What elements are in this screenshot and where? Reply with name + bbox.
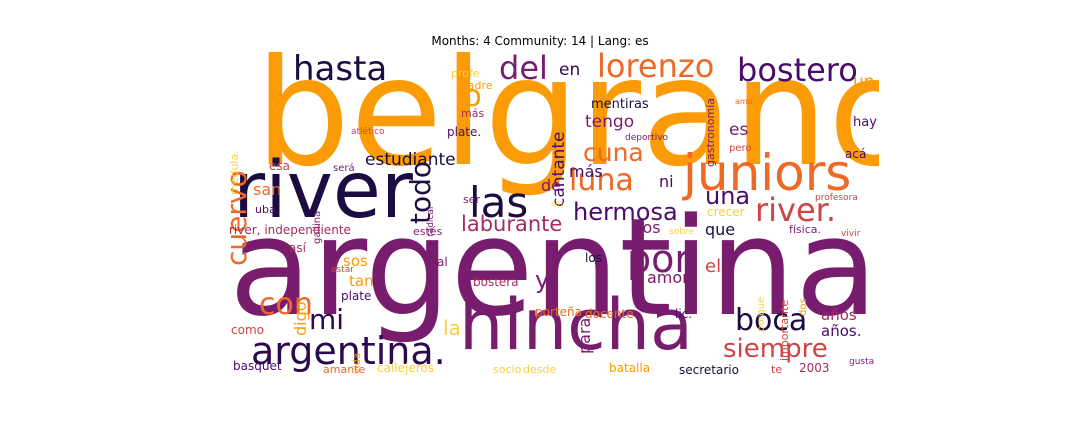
word: river, independiente (229, 223, 351, 237)
word: juniors (683, 144, 852, 202)
word: profesora (815, 193, 858, 203)
word: acá (845, 147, 867, 161)
word: argentina. (251, 329, 446, 373)
word: pero (729, 143, 752, 154)
word: sobre (669, 227, 694, 237)
word: hay (853, 115, 877, 130)
word: hermosa (573, 198, 678, 226)
word: física. (789, 223, 822, 236)
word: hasta (293, 52, 388, 89)
word: vos (633, 218, 661, 237)
word: estudiante (365, 150, 456, 170)
word: 2003 (799, 361, 830, 375)
word: desde (523, 363, 557, 376)
word: más (569, 162, 603, 181)
word: batalla (609, 361, 651, 375)
word: con (259, 287, 313, 322)
word: river (233, 146, 413, 236)
word: lo (455, 79, 482, 114)
word: bostera (473, 275, 519, 289)
word: un (853, 72, 875, 92)
word: importante (778, 299, 791, 361)
word: años. (821, 322, 862, 340)
word: estar (331, 265, 354, 275)
word: al (437, 255, 448, 269)
word: sos (343, 252, 368, 270)
word: como (231, 323, 264, 337)
word: uba. (255, 203, 280, 216)
word: river. (755, 191, 837, 229)
word: en (559, 60, 581, 80)
word: mi (309, 303, 345, 336)
word: basquet (233, 359, 282, 373)
word: plate (341, 289, 372, 303)
word: amante (323, 363, 366, 376)
word: es (729, 120, 749, 140)
word: digo (291, 301, 310, 336)
word: san (253, 180, 282, 199)
word: médula. (229, 150, 241, 195)
word: te (771, 363, 783, 376)
word: crecer (707, 205, 745, 219)
word: esa (269, 159, 290, 173)
word: la (443, 316, 461, 340)
word: docente (585, 307, 634, 321)
word: laburante (461, 212, 563, 236)
word: secretario (679, 363, 739, 377)
word: dos (798, 298, 809, 316)
word: por (627, 237, 690, 281)
word: porque (756, 296, 767, 332)
word: mentiras (591, 97, 649, 112)
word: amor (647, 268, 689, 287)
word: será (333, 163, 355, 174)
word: lic. (675, 307, 693, 321)
word-cloud: belgrano argentina river hincha juniors argen… (229, 52, 879, 382)
word: estés (413, 225, 443, 238)
word: lorenzo (597, 52, 715, 85)
word: argentina (229, 189, 878, 346)
word: gusta (849, 357, 875, 367)
word: tan (349, 272, 374, 290)
word: así (289, 241, 306, 255)
word: amo (735, 97, 753, 106)
word: siempre (723, 334, 828, 364)
word: los (585, 251, 602, 265)
word: que (705, 220, 736, 239)
word: cuna (583, 138, 644, 167)
word: una (705, 182, 751, 210)
word: boca (735, 303, 808, 338)
word: socio (493, 363, 522, 376)
word: más (461, 107, 485, 120)
word: cantante (549, 131, 569, 207)
word: luna (569, 163, 634, 198)
word: hincha (459, 284, 693, 366)
word: deportivo (625, 133, 669, 143)
word: madre (457, 79, 493, 92)
word: ni (659, 172, 674, 191)
word: de (541, 176, 561, 195)
word: vivir (841, 229, 861, 239)
word: y (535, 266, 550, 294)
word: años (821, 306, 857, 324)
word: del (499, 52, 548, 87)
word: atlético (351, 127, 385, 137)
word: plate. (447, 125, 482, 139)
word: las (469, 178, 529, 227)
word: soy (551, 199, 565, 208)
word: gastronomía (704, 98, 717, 167)
word: bostero (737, 52, 858, 89)
word: profe (451, 67, 480, 80)
word: ser (463, 193, 481, 206)
word: belgrano (255, 52, 879, 200)
word: el (705, 256, 722, 277)
word: callejeros (377, 361, 434, 375)
word: porteña (535, 305, 582, 319)
chart-title: Months: 4 Community: 14 | Lang: es (431, 34, 649, 48)
word: para (575, 317, 594, 354)
word: tengo (585, 112, 635, 132)
